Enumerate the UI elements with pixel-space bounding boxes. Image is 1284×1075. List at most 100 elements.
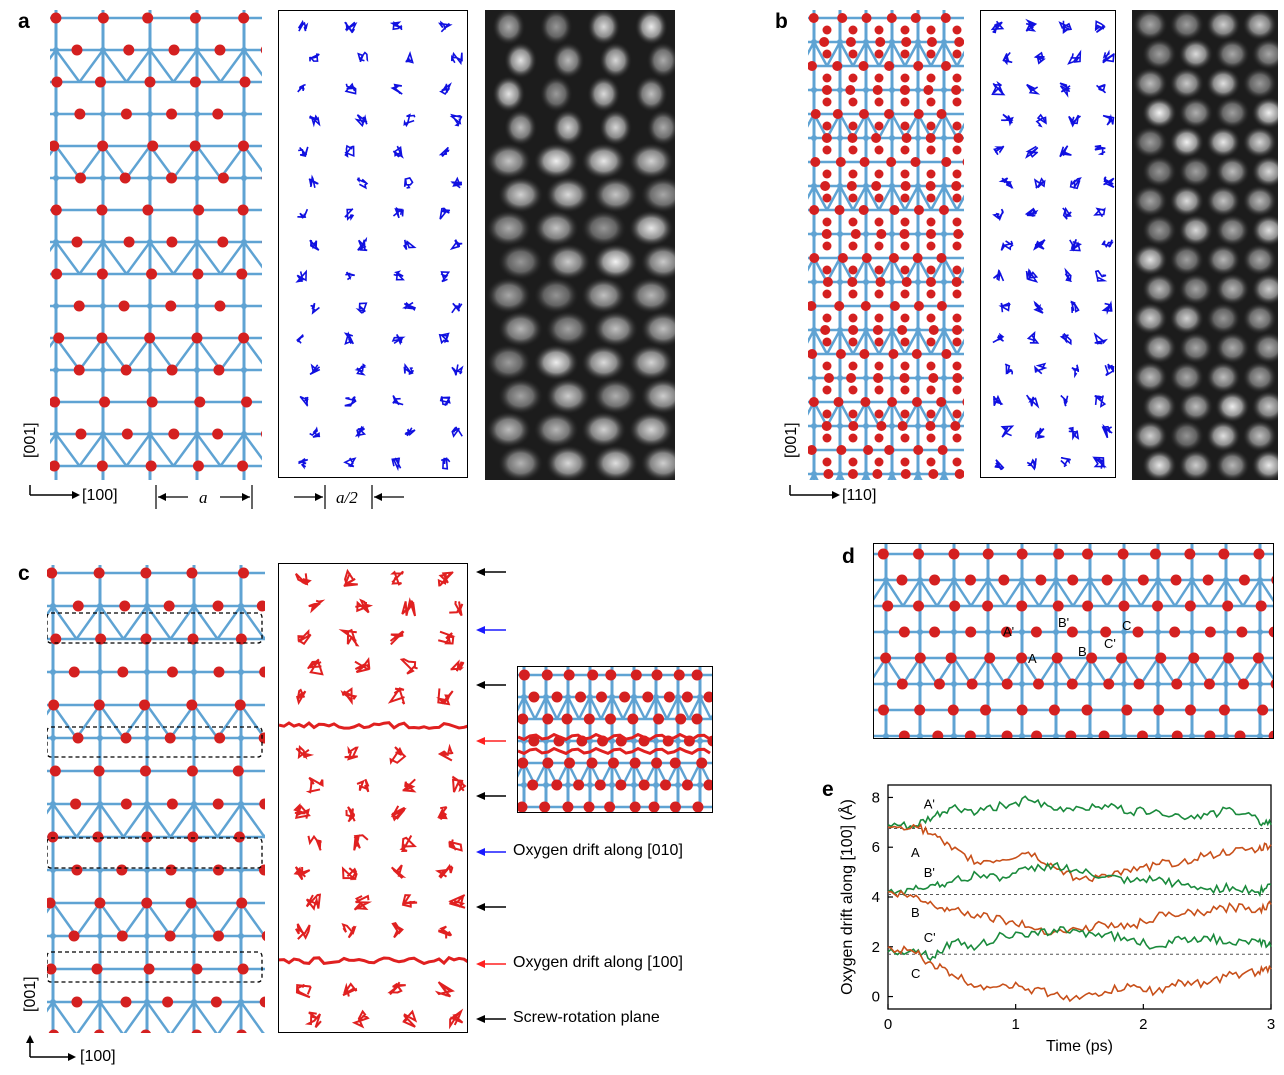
trajectory-path [357,236,368,252]
oxygen-atom [630,669,642,681]
bond [654,696,669,720]
trajectory-path [450,176,463,189]
plot-frame [887,784,1272,1010]
drift-band [518,746,711,756]
trajectory-path [439,82,452,96]
atom-column [640,377,675,415]
bond [242,241,262,269]
trajectory-path [393,270,405,281]
bond [942,41,959,67]
metal-atom [811,279,817,285]
metal-atom [941,135,947,141]
trajectory-path [310,302,320,315]
bond [195,241,222,275]
trajectory-cluster [391,922,404,939]
bond [242,433,262,461]
metal-atom [1223,681,1229,687]
oxygen-atom [212,600,224,612]
trajectory-path [1069,238,1082,252]
bond [123,1001,149,1033]
atom-column [1214,390,1250,423]
oxygen-atom [185,897,197,909]
oxygen-atom [925,229,936,239]
oxygen-atom [871,133,882,143]
bond [47,605,55,617]
oxygen-atom [952,73,962,83]
oxygen-atom [75,428,87,440]
oxygen-atom [876,421,887,431]
oxygen-atom [962,158,964,166]
oxygen-atom [910,13,921,23]
bond [955,194,964,211]
metal-atom [883,629,889,635]
oxygen-atom [845,37,856,47]
bond [76,1001,102,1033]
bond [51,803,78,838]
oxygen-atom [166,236,178,248]
trajectory-cluster [1068,426,1080,441]
oxygen-atom [1238,574,1250,586]
trajectory-path [392,145,404,159]
oxygen-atom [96,268,108,280]
oxygen-atom [874,409,884,419]
trajectory-cluster [393,270,405,281]
atom-column [497,176,544,214]
oxygen-atom [141,831,153,843]
oxygen-atom [938,205,949,215]
trajectory-cluster [449,113,463,127]
oxygen-atom [542,713,554,725]
metal-atom [889,327,895,333]
atom-column [1205,67,1241,100]
trajectory-path [1026,331,1040,344]
oxygen-atom [214,44,226,56]
oxygen-atom [575,691,587,703]
metal-atom [863,135,869,141]
bond [239,1001,265,1033]
atom-column [1169,419,1205,453]
bond [47,1001,55,1013]
oxygen-atom [212,798,224,810]
bond [47,902,55,914]
trajectory-cluster [1092,456,1107,469]
trajectory-cluster [1101,423,1113,439]
atom-column [592,310,639,348]
bond [122,803,149,838]
metal-atom [97,999,103,1005]
oxygen-atom [926,433,936,443]
oxygen-atom [808,397,819,407]
atom-column [1242,419,1278,453]
trajectory-path [1024,207,1039,217]
trajectory-path [297,457,309,470]
oxygen-atom [874,289,884,299]
metal-atom [915,279,921,285]
atom-column [492,10,526,46]
oxygen-atom [681,691,693,703]
oxygen-atom [551,779,563,791]
bond [219,241,246,275]
trajectory-cluster [403,113,416,128]
bond [78,433,105,467]
oxygen-atom [75,172,87,184]
oxygen-atom [901,133,912,143]
trajectory-path [1032,239,1046,251]
metal-atom [191,933,197,939]
trajectory-cluster [448,894,466,909]
trajectory-path [1103,176,1115,188]
bond [952,579,973,607]
trajectory-cluster [993,145,1005,156]
oxygen-atom [96,332,108,344]
trajectory-cluster [355,598,374,614]
oxygen-atom [822,25,832,35]
oxygen-atom [848,25,858,35]
atom-column [1169,184,1205,218]
bond [192,902,219,937]
oxygen-atom [1065,730,1077,738]
oxygen-atom [627,713,639,725]
bond [98,605,125,640]
oxygen-atom [823,469,834,479]
trajectory-cluster [449,1008,464,1030]
oxygen-atom [528,691,540,703]
atom-column [580,411,627,449]
oxygen-atom [832,109,843,119]
oxygen-atom [900,217,910,227]
